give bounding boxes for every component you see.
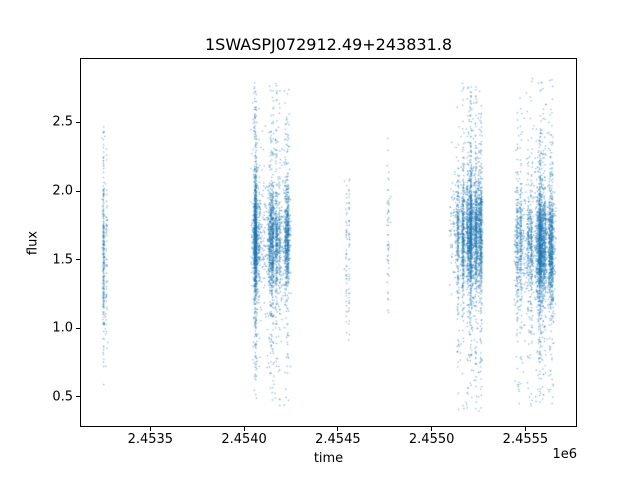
x-tick-mark <box>337 427 339 431</box>
y-tick-mark <box>76 259 80 261</box>
y-tick-mark <box>76 121 80 123</box>
y-tick-label: 0.5 <box>52 389 73 405</box>
plot-area <box>80 58 577 427</box>
x-axis-offset-text: 1e6 <box>552 447 577 462</box>
y-axis-label: flux <box>25 230 41 256</box>
x-tick-label: 2.4550 <box>408 432 455 447</box>
y-tick-mark <box>76 396 80 398</box>
y-tick-label: 1.0 <box>52 320 73 336</box>
y-tick-label: 2.0 <box>52 183 73 199</box>
x-tick-mark <box>149 427 151 431</box>
scatter-canvas <box>81 59 576 426</box>
x-tick-mark <box>243 427 245 431</box>
y-tick-label: 2.5 <box>52 114 73 130</box>
chart-title: 1SWASPJ072912.49+243831.8 <box>204 35 453 54</box>
x-axis-label: time <box>313 451 344 466</box>
y-tick-label: 1.5 <box>52 252 73 268</box>
x-tick-label: 2.4540 <box>221 432 267 447</box>
x-tick-mark <box>431 427 433 431</box>
x-tick-label: 2.4555 <box>502 432 549 447</box>
y-tick-mark <box>76 190 80 192</box>
x-tick-label: 2.4535 <box>127 432 174 447</box>
x-tick-label: 2.4545 <box>315 432 361 447</box>
y-tick-mark <box>76 327 80 329</box>
x-tick-mark <box>524 427 526 431</box>
